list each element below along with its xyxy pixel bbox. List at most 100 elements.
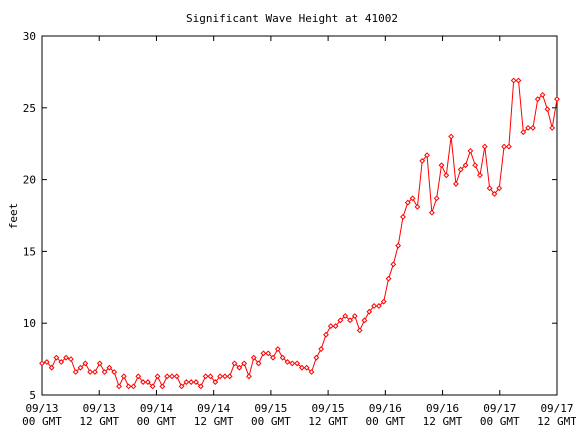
data-point bbox=[188, 379, 195, 385]
data-point bbox=[72, 369, 79, 375]
data-point bbox=[424, 152, 430, 159]
data-point bbox=[246, 373, 252, 380]
data-point bbox=[501, 143, 507, 150]
data-point bbox=[178, 383, 185, 390]
data-point bbox=[342, 313, 349, 319]
data-point bbox=[101, 369, 108, 375]
y-tick-label: 5 bbox=[29, 389, 36, 402]
data-point bbox=[404, 199, 411, 206]
data-point bbox=[510, 77, 517, 84]
x-tick-date-label: 09/13 bbox=[83, 402, 116, 415]
data-point bbox=[236, 364, 243, 371]
y-tick-label: 20 bbox=[23, 174, 36, 187]
data-point bbox=[144, 379, 151, 385]
data-point bbox=[520, 129, 527, 136]
data-point bbox=[467, 147, 474, 154]
data-point bbox=[544, 106, 551, 113]
x-tick-date-label: 09/16 bbox=[426, 402, 459, 415]
data-point bbox=[318, 346, 325, 352]
data-point bbox=[149, 383, 156, 390]
data-point bbox=[327, 323, 334, 329]
x-tick-time-label: 00 GMT bbox=[480, 415, 520, 428]
data-point bbox=[332, 323, 339, 329]
data-point bbox=[361, 317, 368, 324]
data-point bbox=[496, 185, 503, 192]
data-point bbox=[356, 327, 363, 334]
data-point bbox=[438, 162, 445, 169]
data-point bbox=[250, 354, 257, 361]
data-point bbox=[130, 383, 137, 390]
x-tick-time-label: 12 GMT bbox=[79, 415, 119, 428]
data-point bbox=[183, 379, 190, 385]
x-tick-date-label: 09/17 bbox=[483, 402, 516, 415]
x-tick-date-label: 09/14 bbox=[197, 402, 230, 415]
data-point bbox=[135, 373, 142, 380]
data-point bbox=[125, 383, 132, 390]
y-tick-label: 15 bbox=[23, 245, 36, 258]
data-point bbox=[443, 172, 450, 179]
x-tick-time-label: 00 GMT bbox=[365, 415, 405, 428]
data-point bbox=[380, 298, 387, 305]
data-point bbox=[169, 373, 175, 380]
series-line bbox=[41, 80, 558, 388]
data-point bbox=[453, 181, 459, 187]
data-point bbox=[173, 373, 180, 380]
data-point bbox=[260, 350, 267, 357]
data-point bbox=[385, 275, 392, 282]
y-tick-label: 30 bbox=[23, 30, 36, 43]
x-tick-date-label: 09/17 bbox=[540, 402, 573, 415]
data-point bbox=[347, 317, 353, 324]
data-point bbox=[366, 308, 373, 315]
data-point bbox=[265, 350, 272, 357]
data-point bbox=[284, 359, 291, 365]
data-point bbox=[481, 143, 488, 150]
data-point bbox=[58, 359, 65, 365]
x-tick-date-label: 09/13 bbox=[25, 402, 58, 415]
data-point bbox=[323, 331, 329, 338]
data-point bbox=[505, 143, 512, 150]
data-point bbox=[120, 373, 127, 380]
x-tick-date-label: 09/16 bbox=[369, 402, 402, 415]
data-point bbox=[289, 360, 296, 367]
x-tick-time-label: 12 GMT bbox=[194, 415, 234, 428]
data-point bbox=[217, 373, 223, 380]
y-axis-label: feet bbox=[7, 203, 20, 230]
data-point bbox=[390, 261, 397, 268]
data-point bbox=[159, 383, 166, 390]
plot-frame bbox=[41, 35, 558, 396]
data-point bbox=[486, 185, 493, 192]
data-point bbox=[77, 364, 84, 371]
data-point bbox=[525, 124, 532, 131]
data-point bbox=[279, 354, 286, 361]
data-point bbox=[67, 356, 74, 363]
data-point bbox=[48, 364, 55, 371]
data-series bbox=[39, 77, 560, 390]
data-point bbox=[395, 242, 402, 249]
data-point bbox=[207, 373, 214, 380]
data-point bbox=[241, 360, 248, 367]
data-point bbox=[92, 369, 98, 375]
data-point bbox=[255, 360, 262, 367]
x-tick-time-label: 00 GMT bbox=[137, 415, 177, 428]
data-point bbox=[164, 373, 171, 380]
data-point bbox=[116, 383, 122, 390]
data-point bbox=[414, 203, 421, 210]
data-point bbox=[457, 166, 464, 173]
data-point bbox=[202, 373, 209, 380]
x-tick-time-label: 00 GMT bbox=[22, 415, 62, 428]
data-point bbox=[428, 209, 435, 216]
data-point bbox=[298, 364, 305, 371]
x-tick-time-label: 12 GMT bbox=[423, 415, 463, 428]
data-point bbox=[534, 96, 541, 103]
data-point bbox=[351, 313, 358, 319]
data-point bbox=[212, 379, 219, 385]
data-point bbox=[39, 360, 45, 367]
data-point bbox=[337, 317, 344, 324]
x-tick-date-label: 09/14 bbox=[140, 402, 173, 415]
data-point bbox=[371, 303, 378, 309]
data-point bbox=[308, 369, 315, 375]
data-point bbox=[313, 354, 320, 361]
data-point bbox=[193, 379, 199, 385]
data-point bbox=[154, 373, 161, 380]
